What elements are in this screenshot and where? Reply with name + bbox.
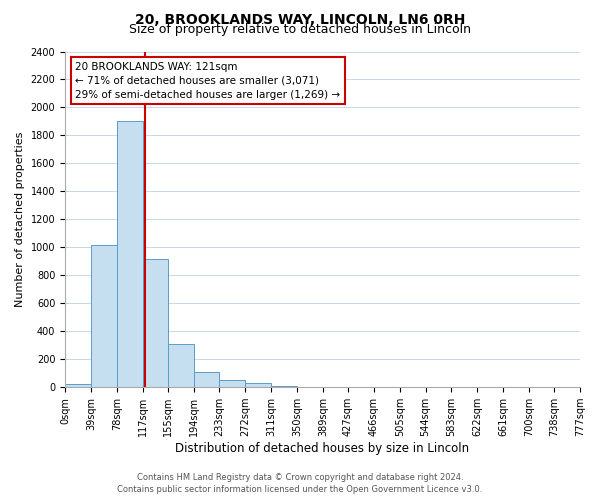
Text: 20, BROOKLANDS WAY, LINCOLN, LN6 0RH: 20, BROOKLANDS WAY, LINCOLN, LN6 0RH — [135, 12, 465, 26]
Bar — [91, 244, 117, 387]
Bar — [65, 384, 91, 387]
Bar — [143, 258, 168, 387]
Bar — [168, 344, 194, 387]
Bar — [297, 386, 323, 387]
Text: Size of property relative to detached houses in Lincoln: Size of property relative to detached ho… — [129, 22, 471, 36]
Text: 20 BROOKLANDS WAY: 121sqm
← 71% of detached houses are smaller (3,071)
29% of se: 20 BROOKLANDS WAY: 121sqm ← 71% of detac… — [76, 62, 340, 100]
Bar — [220, 380, 245, 387]
Y-axis label: Number of detached properties: Number of detached properties — [15, 132, 25, 307]
X-axis label: Distribution of detached houses by size in Lincoln: Distribution of detached houses by size … — [175, 442, 470, 455]
Bar — [271, 386, 297, 387]
Bar — [194, 372, 220, 387]
Bar — [117, 122, 143, 387]
Text: Contains HM Land Registry data © Crown copyright and database right 2024.
Contai: Contains HM Land Registry data © Crown c… — [118, 472, 482, 494]
Bar — [245, 383, 271, 387]
